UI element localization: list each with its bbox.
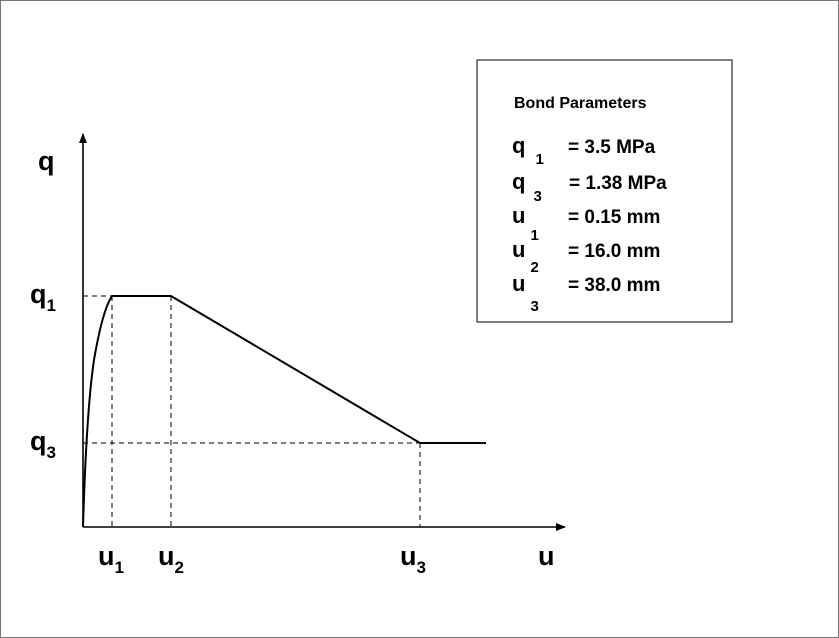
q3-tick-label: q3 [30,426,56,462]
legend-row-u2: u2= 16.0 mm [512,237,660,276]
bond-slip-curve [82,295,486,528]
x-axis-label: u [538,541,555,571]
u1-tick-label: u1 [98,541,124,577]
legend-title: Bond Parameters [514,95,647,112]
legend-row-q3: q3= 1.38 MPa [512,169,667,205]
u3-tick-label: u3 [400,541,426,577]
legend-row-u1: u1= 0.15 mm [512,203,660,244]
legend-row-u3: u3= 38.0 mm [512,271,660,315]
legend-row-q1: q1= 3.5 MPa [512,133,656,168]
legend-box [476,59,733,323]
q1-tick-label: q1 [30,279,56,315]
y-axis-label: q [38,146,55,176]
bond-parameters-legend: Bond Parameters q1= 3.5 MPa q3= 1.38 MPa… [476,59,733,323]
u2-tick-label: u2 [158,541,184,577]
